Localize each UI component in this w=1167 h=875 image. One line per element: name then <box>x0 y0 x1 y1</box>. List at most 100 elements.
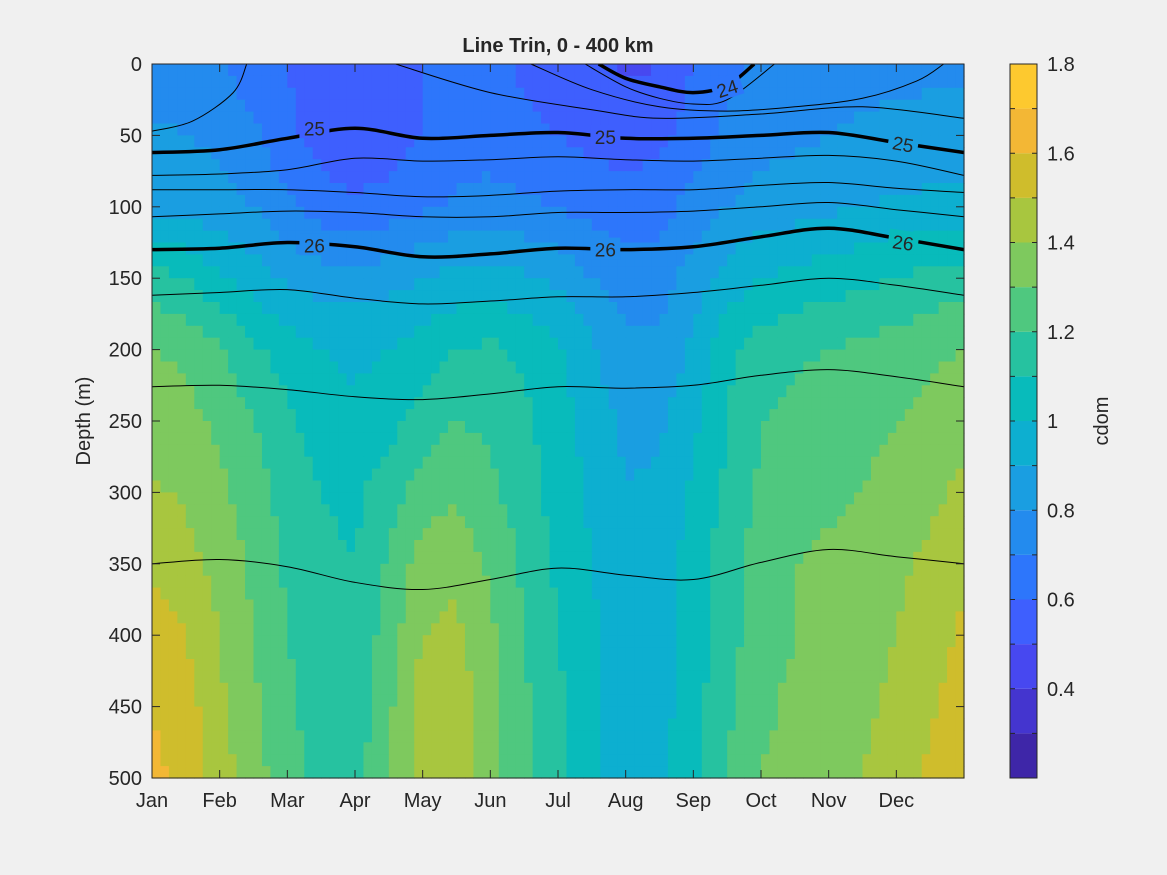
heat-cell <box>405 183 415 196</box>
heat-cell <box>820 147 830 160</box>
heat-cell <box>355 183 365 196</box>
heat-cell <box>634 504 644 517</box>
heat-cell <box>676 540 686 553</box>
heat-cell <box>490 516 500 529</box>
heat-cell <box>498 290 508 303</box>
heat-cell <box>761 75 771 89</box>
heat-cell <box>363 111 373 125</box>
heat-cell <box>651 254 661 267</box>
heat-cell <box>769 563 779 577</box>
heat-cell <box>473 516 483 529</box>
heat-cell <box>414 266 424 279</box>
heat-cell <box>921 563 931 577</box>
heat-cell <box>574 647 584 660</box>
heat-cell <box>253 159 263 172</box>
heat-cell <box>735 361 745 374</box>
heat-cell <box>304 492 314 505</box>
heat-cell <box>558 135 568 148</box>
heat-cell <box>591 290 601 303</box>
heat-cell <box>524 111 534 125</box>
heat-cell <box>168 409 178 422</box>
heat-cell <box>659 159 669 172</box>
heat-cell <box>617 75 627 89</box>
heat-cell <box>735 183 745 196</box>
heat-cell <box>532 171 542 184</box>
heat-cell <box>921 123 931 136</box>
heat-cell <box>744 302 754 315</box>
heat-cell <box>448 325 458 339</box>
heat-cell <box>887 647 897 660</box>
heat-cell <box>777 254 787 267</box>
heat-cell <box>287 670 297 684</box>
heat-cell <box>947 266 957 279</box>
heat-cell <box>566 480 576 493</box>
heat-cell <box>397 302 407 315</box>
heat-cell <box>862 456 872 470</box>
heat-cell <box>803 171 813 184</box>
heat-cell <box>371 599 381 612</box>
heat-cell <box>448 504 458 517</box>
heat-cell <box>414 575 424 589</box>
heat-cell <box>930 87 940 101</box>
heat-cell <box>338 551 348 565</box>
heat-cell <box>701 516 711 529</box>
heat-cell <box>168 313 178 327</box>
heat-cell <box>566 278 576 291</box>
heat-cell <box>727 492 737 505</box>
heat-cell <box>397 64 407 77</box>
heat-cell <box>904 99 914 113</box>
heat-cell <box>549 551 559 565</box>
heat-cell <box>786 194 796 208</box>
heat-cell <box>270 670 280 684</box>
heat-cell <box>862 194 872 208</box>
heat-cell <box>363 230 373 244</box>
heat-cell <box>312 159 322 172</box>
heat-cell <box>541 623 551 636</box>
heat-cell <box>642 468 652 482</box>
heat-cell <box>718 480 728 493</box>
heat-cell <box>338 587 348 601</box>
heat-cell <box>397 516 407 529</box>
heat-cell <box>194 206 204 220</box>
heat-cell <box>642 361 652 374</box>
heat-cell <box>600 159 610 172</box>
heat-cell <box>921 194 931 208</box>
heat-cell <box>287 480 297 493</box>
heat-cell <box>566 611 576 624</box>
heat-cell <box>261 432 272 446</box>
heat-cell <box>947 99 957 113</box>
heat-cell <box>887 409 897 422</box>
heat-cell <box>820 432 830 446</box>
heat-cell <box>202 373 212 386</box>
heat-cell <box>464 194 475 208</box>
heat-cell <box>896 266 906 279</box>
heat-cell <box>270 647 280 660</box>
heat-cell <box>388 135 398 148</box>
heat-cell <box>625 599 635 612</box>
heat-cell <box>625 659 635 672</box>
heat-cell <box>355 599 365 612</box>
heat-cell <box>727 468 737 482</box>
heat-cell <box>938 575 948 589</box>
heat-cell <box>761 159 771 172</box>
heat-cell <box>338 159 348 172</box>
heat-cell <box>278 540 288 553</box>
heat-cell <box>261 254 272 267</box>
heat-cell <box>955 361 965 374</box>
heat-cell <box>574 361 584 374</box>
heat-cell <box>541 75 551 89</box>
heat-cell <box>194 302 204 315</box>
heat-cell <box>549 325 559 339</box>
heat-cell <box>464 373 475 386</box>
heat-cell <box>439 64 449 77</box>
heat-cell <box>312 99 322 113</box>
heat-cell <box>651 480 661 493</box>
heat-cell <box>600 206 610 220</box>
heat-cell <box>651 266 661 279</box>
heat-cell <box>718 397 728 410</box>
heat-cell <box>532 349 542 363</box>
heat-cell <box>524 194 534 208</box>
heat-cell <box>245 432 255 446</box>
heat-cell <box>245 302 255 315</box>
heat-cell <box>828 551 838 565</box>
